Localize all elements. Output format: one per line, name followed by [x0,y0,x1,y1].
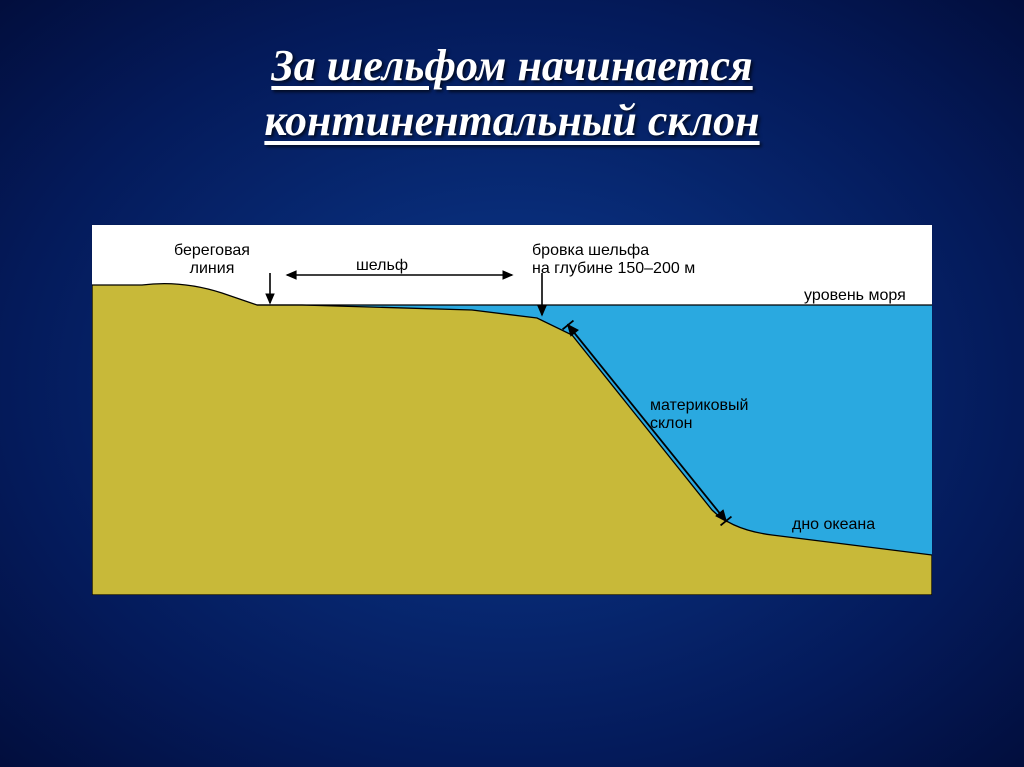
label-slope-1: материковый [650,397,748,414]
label-sea-level: уровень моря [804,287,906,304]
label-coast-2: линия [190,260,235,277]
title-line-1: За шельфом начинается [271,41,752,90]
label-brow-2: на глубине 150–200 м [532,260,695,277]
label-brow-1: бровка шельфа [532,242,649,259]
label-slope-2: склон [650,415,692,432]
shelf-diagram: береговаялиния шельф бровка шельфана глуби… [92,225,932,595]
diagram-svg: береговаялиния шельф бровка шельфана глуби… [92,225,932,595]
label-coast-1: береговая [174,242,250,259]
label-shelf: шельф [356,257,408,274]
title-line-2: континентальный склон [264,96,759,145]
slide-title: За шельфом начинается континентальный ск… [0,0,1024,148]
label-ocean-floor: дно океана [792,516,875,533]
